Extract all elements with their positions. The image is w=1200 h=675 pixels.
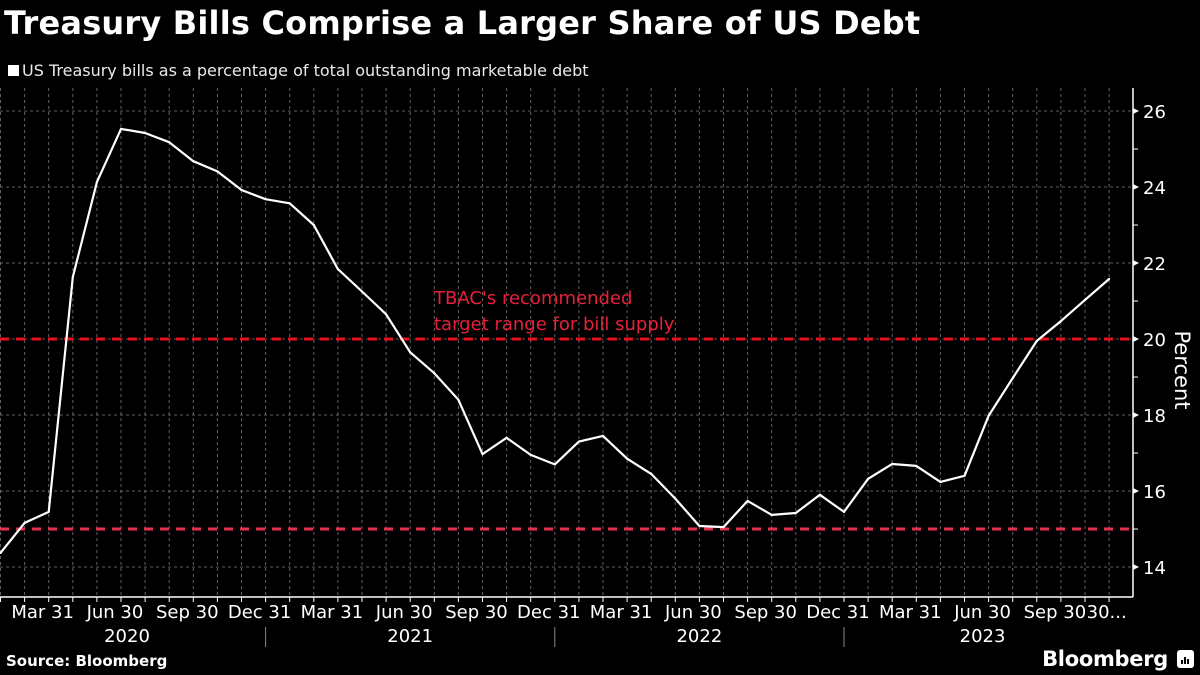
data-point	[746, 499, 749, 502]
x-tick-label: Mar 31	[879, 602, 942, 623]
x-tick-label: Dec 31	[228, 602, 291, 623]
data-point	[216, 170, 219, 173]
x-tick-label: Sep 30	[734, 602, 797, 623]
y-tick	[1133, 260, 1139, 266]
data-point	[264, 198, 267, 201]
y-tick-label: 16	[1143, 482, 1166, 503]
x-tick-label: Mar 31	[301, 602, 364, 623]
x-tick-label: Sep 30	[1024, 602, 1087, 623]
data-point	[722, 526, 725, 529]
x-tick-label: Sep 30	[445, 602, 508, 623]
y-tick-label: 18	[1143, 406, 1166, 427]
y-tick-label: 24	[1143, 178, 1166, 199]
x-tick-label: 30...	[1087, 602, 1127, 623]
data-point	[987, 414, 990, 417]
data-point	[1059, 320, 1062, 323]
data-point	[626, 457, 629, 460]
data-point	[1035, 339, 1038, 342]
data-point	[23, 521, 26, 525]
y-tick-label: 14	[1143, 558, 1166, 579]
data-point	[842, 510, 846, 513]
gridlines	[0, 88, 1133, 597]
data-point	[915, 464, 918, 468]
data-point	[457, 398, 460, 401]
annotation-line-1: TBAC's recommended	[433, 288, 632, 309]
data-point	[95, 180, 98, 184]
chart-title: Treasury Bills Comprise a Larger Share o…	[4, 4, 921, 42]
data-point	[939, 480, 942, 483]
y-tick-label: 22	[1143, 254, 1166, 275]
data-point	[650, 472, 653, 475]
data-point	[891, 462, 894, 466]
year-label: 2023	[960, 626, 1006, 647]
axes	[0, 88, 1139, 602]
data-point	[312, 223, 315, 227]
data-point	[0, 551, 2, 555]
reference-lines	[0, 337, 1133, 531]
series	[0, 127, 1111, 555]
annotation-line-2: target range for bill supply	[434, 314, 675, 335]
data-point	[409, 351, 412, 354]
x-tick-label: Jun 30	[86, 602, 144, 623]
legend-label: US Treasury bills as a percentage of tot…	[22, 61, 589, 80]
data-point	[47, 510, 50, 513]
data-point	[336, 267, 339, 271]
data-point	[71, 275, 74, 279]
data-point	[553, 463, 556, 466]
data-point	[601, 434, 605, 437]
data-point	[192, 160, 195, 163]
y-axis-title: Percent	[1170, 330, 1194, 409]
x-tick-label: Dec 31	[517, 602, 580, 623]
data-point	[818, 493, 822, 496]
data-point	[577, 440, 581, 443]
legend: US Treasury bills as a percentage of tot…	[8, 61, 589, 80]
data-point	[288, 202, 291, 205]
data-point	[119, 127, 123, 130]
y-axis-labels: 14 16 18 20 22 24 26	[1143, 102, 1166, 579]
y-tick	[1133, 108, 1139, 114]
source-note: Source: Bloomberg	[6, 652, 168, 670]
data-point	[433, 372, 436, 375]
data-point	[505, 436, 508, 439]
x-axis-labels: Mar 31 Jun 30 Sep 30 Dec 31 Mar 31 Jun 30 Sep …	[11, 602, 1127, 647]
data-point	[360, 290, 364, 293]
data-point	[240, 188, 243, 192]
data-point	[168, 141, 171, 144]
data-point	[963, 474, 966, 477]
x-tick-label: Mar 31	[11, 602, 74, 623]
y-tick-label: 26	[1143, 102, 1166, 123]
y-tick	[1133, 336, 1139, 342]
y-tick-label: 20	[1143, 330, 1166, 351]
bloomberg-chart-icon	[1177, 650, 1194, 668]
data-point	[1108, 277, 1111, 281]
data-point	[385, 313, 388, 316]
x-tick-label: Jun 30	[664, 602, 722, 623]
y-tick	[1133, 564, 1139, 570]
year-label: 2022	[676, 626, 722, 647]
y-tick	[1133, 488, 1139, 494]
data-point	[529, 453, 532, 456]
x-tick-label: Jun 30	[953, 602, 1011, 623]
data-point	[867, 477, 870, 480]
x-tick-label: Mar 31	[590, 602, 653, 623]
x-tick-label: Dec 31	[806, 602, 869, 623]
x-tick-label: Sep 30	[156, 602, 219, 623]
bloomberg-logo: Bloomberg	[1042, 647, 1168, 671]
data-point	[698, 524, 701, 528]
year-label: 2021	[387, 626, 433, 647]
data-point	[481, 453, 484, 456]
x-tick-label: Jun 30	[375, 602, 433, 623]
data-point	[770, 513, 773, 517]
y-tick	[1133, 184, 1139, 190]
legend-swatch-icon	[8, 65, 19, 76]
data-point	[1083, 298, 1087, 301]
data-point	[144, 131, 147, 135]
data-point	[794, 511, 797, 515]
data-point	[1011, 377, 1014, 380]
y-tick	[1133, 412, 1139, 418]
data-point	[674, 497, 677, 500]
year-label: 2020	[104, 626, 150, 647]
